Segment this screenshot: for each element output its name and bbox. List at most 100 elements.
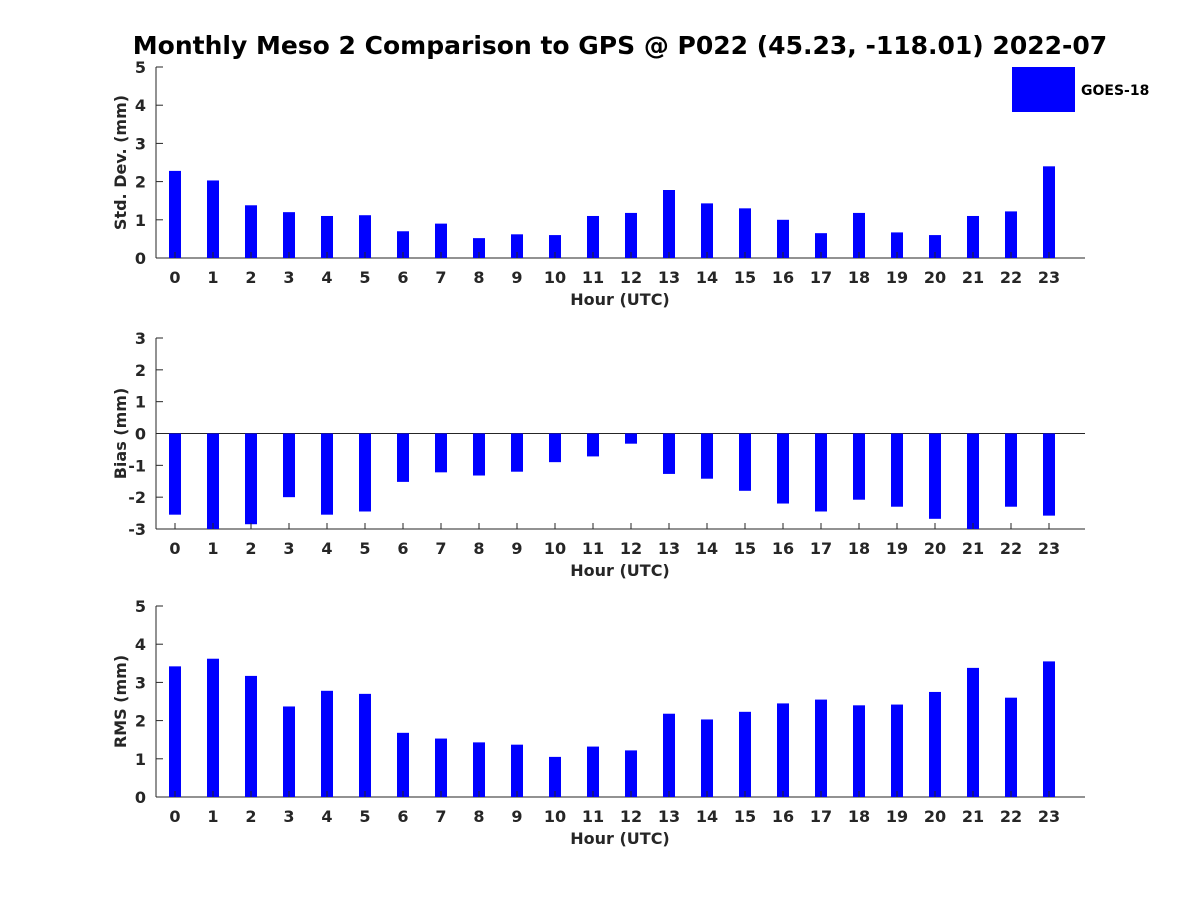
x-tick-label: 18 [848,539,870,558]
y-tick-label: 0 [135,425,146,444]
bar [891,232,903,258]
bar [245,675,257,797]
bar [435,223,447,258]
y-tick-label: 1 [135,393,146,412]
x-tick-label: 20 [924,268,946,287]
legend-swatch [1012,67,1075,112]
y-tick-label: 1 [135,750,146,769]
bar [1005,211,1017,258]
x-tick-label: 11 [582,807,604,826]
bar [701,203,713,258]
x-tick-label: 19 [886,268,908,287]
x-tick-label: 6 [397,807,408,826]
y-tick-label: 0 [135,788,146,807]
x-tick-label: 8 [473,539,484,558]
y-tick-label: 3 [135,673,146,692]
y-tick-label: -1 [128,456,146,475]
y-axis-label: RMS (mm) [111,655,130,748]
x-tick-label: 21 [962,539,984,558]
bar [169,433,181,515]
bar [587,433,599,457]
bar [169,666,181,797]
x-tick-label: 3 [283,268,294,287]
x-axis-label: Hour (UTC) [570,561,670,580]
x-tick-label: 10 [544,268,566,287]
x-tick-label: 14 [696,807,718,826]
bar [701,433,713,479]
bar [929,691,941,797]
x-tick-label: 8 [473,268,484,287]
x-tick-label: 21 [962,268,984,287]
bar [967,215,979,258]
x-tick-label: 16 [772,807,794,826]
bar [663,433,675,474]
x-tick-label: 20 [924,539,946,558]
bar [587,215,599,258]
x-tick-label: 18 [848,807,870,826]
x-tick-label: 17 [810,539,832,558]
x-tick-label: 7 [435,539,446,558]
x-tick-label: 4 [321,539,332,558]
x-tick-label: 9 [511,807,522,826]
x-tick-label: 4 [321,807,332,826]
x-tick-label: 9 [511,268,522,287]
y-tick-label: -2 [128,488,146,507]
bar [739,433,751,491]
x-tick-label: 3 [283,539,294,558]
x-tick-label: 23 [1038,807,1060,826]
x-tick-label: 4 [321,268,332,287]
x-tick-label: 22 [1000,268,1022,287]
x-tick-label: 16 [772,539,794,558]
x-tick-label: 6 [397,539,408,558]
y-tick-label: 5 [135,597,146,616]
x-tick-label: 11 [582,539,604,558]
bar [207,658,219,797]
bar [1043,166,1055,258]
x-tick-label: 5 [359,807,370,826]
bar [891,433,903,507]
x-tick-label: 1 [207,268,218,287]
y-axis-label: Std. Dev. (mm) [111,95,130,230]
bar [663,190,675,258]
bar [511,744,523,797]
bar [245,433,257,525]
bar [549,756,561,797]
x-tick-label: 12 [620,807,642,826]
bar [1043,433,1055,516]
bar [245,205,257,258]
y-tick-label: 2 [135,361,146,380]
bar [473,238,485,258]
bar [853,433,865,500]
x-tick-label: 1 [207,807,218,826]
bar [701,719,713,797]
bar [169,170,181,258]
bar [815,233,827,258]
x-axis-label: Hour (UTC) [570,829,670,848]
x-tick-label: 22 [1000,539,1022,558]
x-tick-label: 10 [544,539,566,558]
x-tick-label: 13 [658,807,680,826]
x-axis-label: Hour (UTC) [570,290,670,309]
bar [549,235,561,258]
x-tick-label: 23 [1038,268,1060,287]
x-tick-label: 15 [734,539,756,558]
x-tick-label: 2 [245,268,256,287]
x-tick-label: 12 [620,539,642,558]
x-tick-label: 20 [924,807,946,826]
x-tick-label: 7 [435,807,446,826]
y-tick-label: 1 [135,211,146,230]
x-tick-label: 21 [962,807,984,826]
bar [321,433,333,515]
bar [397,732,409,797]
bar [207,433,219,529]
bar [1005,697,1017,797]
x-tick-label: 8 [473,807,484,826]
bar [359,433,371,512]
x-tick-label: 2 [245,807,256,826]
x-tick-label: 14 [696,268,718,287]
bar [1043,661,1055,797]
bar [321,690,333,797]
bar [891,704,903,797]
x-tick-label: 12 [620,268,642,287]
